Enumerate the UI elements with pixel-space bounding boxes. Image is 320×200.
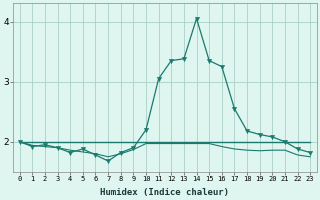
X-axis label: Humidex (Indice chaleur): Humidex (Indice chaleur): [100, 188, 229, 197]
